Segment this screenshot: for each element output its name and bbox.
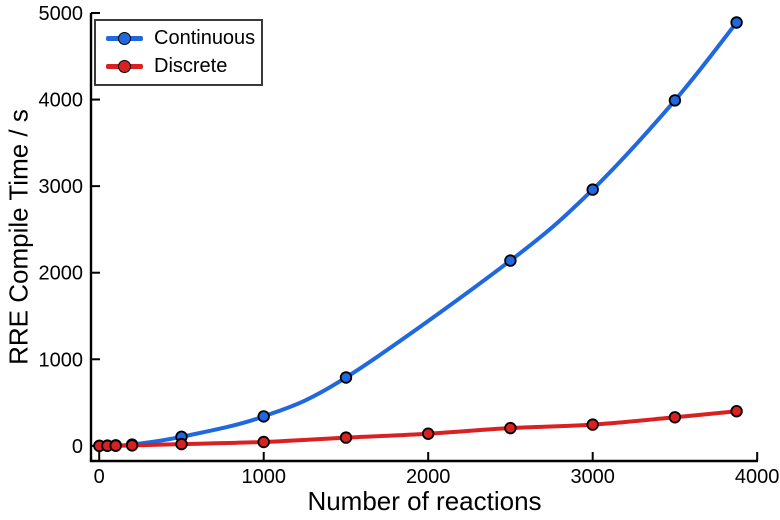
y-tick-label: 4000 [39, 90, 84, 112]
data-point-discrete [109, 439, 122, 452]
x-tick-label: 4000 [735, 466, 780, 488]
y-tick-label: 0 [72, 436, 83, 458]
data-point-discrete [422, 427, 435, 440]
x-tick-label: 3000 [570, 466, 615, 488]
data-point-discrete [125, 439, 139, 452]
circle-marker-icon [117, 31, 131, 45]
y-tick-label: 2000 [39, 263, 84, 285]
x-tick-label: 0 [94, 466, 105, 488]
data-point-discrete [175, 437, 188, 451]
y-tick-label: 5000 [39, 3, 84, 25]
data-point-discrete [504, 421, 517, 435]
y-axis-title: RRE Compile Time / s [3, 109, 34, 365]
x-tick-label: 2000 [406, 466, 451, 488]
legend-sample-discrete [106, 55, 143, 78]
legend-sample-continuous [106, 27, 143, 50]
legend: Continuous Discrete [94, 19, 263, 86]
data-point-continuous [339, 371, 353, 384]
data-point-discrete [586, 418, 599, 431]
legend-entry-discrete: Discrete [106, 55, 253, 78]
data-point-discrete [339, 431, 353, 444]
data-point-continuous [668, 94, 682, 107]
legend-label-discrete: Discrete [154, 55, 228, 77]
legend-entry-continuous: Continuous [106, 27, 256, 50]
data-point-discrete [730, 405, 743, 418]
data-point-continuous [586, 183, 599, 196]
legend-label-continuous: Continuous [154, 27, 256, 49]
data-point-continuous [730, 16, 743, 29]
circle-marker-icon [117, 59, 131, 73]
data-point-discrete [257, 435, 270, 449]
y-tick-label: 1000 [39, 349, 84, 371]
data-point-continuous [257, 410, 270, 423]
data-point-continuous [504, 254, 517, 267]
x-tick-label: 1000 [241, 466, 286, 488]
series-line-discrete [97, 409, 739, 448]
data-point-discrete [668, 411, 682, 424]
y-tick-label: 3000 [39, 176, 84, 198]
x-axis-title: Number of reactions [307, 486, 542, 516]
